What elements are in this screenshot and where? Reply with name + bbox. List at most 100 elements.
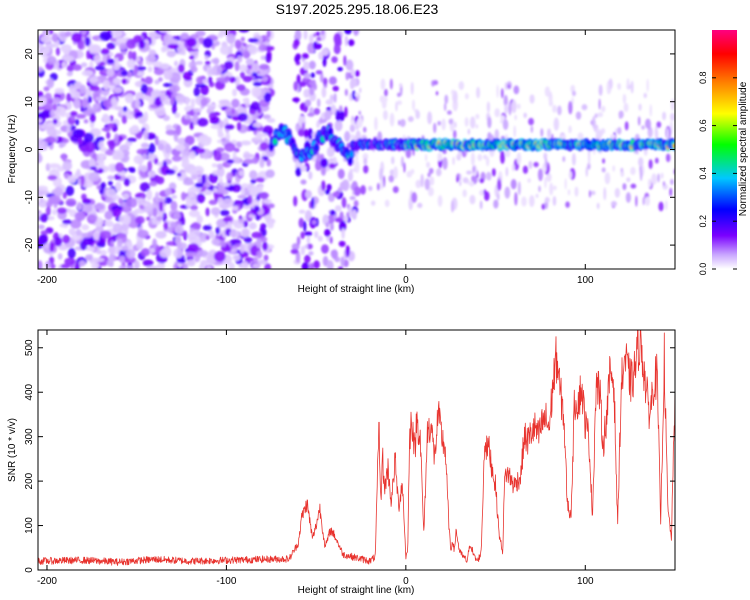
spectrogram-cell [608,78,613,90]
spectrogram-cell [102,79,111,91]
spectrogram-cell [52,118,58,125]
spectrogram-cell [259,132,268,138]
spectrogram-cell [504,104,509,114]
spectrogram-cell [462,189,467,198]
spectrogram-cell [189,121,194,131]
spectrogram-cell [441,118,446,131]
spectrogram-cell [210,207,221,216]
spectrogram-cell [107,180,113,186]
spectrogram-cell [334,120,343,132]
spectrogram-cell [454,121,457,128]
spectrogram-cell [242,75,253,83]
spectrogram-cell [497,193,500,201]
spectrogram-cell [180,216,186,226]
spectrogram-cell [297,128,305,137]
spectrogram-cell [213,250,226,262]
spectrogram-cell [571,153,576,166]
spectrogram-cell [340,256,345,267]
spectrogram-cell [102,99,114,108]
spectrogram-cell [199,237,207,243]
spectrogram-cell [304,231,313,237]
spectrogram-cell [348,157,353,165]
spectrogram-cell [186,110,196,116]
spectrogram-cell [169,95,175,106]
spectrogram-cell [115,162,125,173]
spectrogram-cell [191,222,202,230]
x-tick-label: -100 [216,576,236,587]
spectrogram-cell [598,98,601,110]
spectrogram-cell [48,163,61,169]
spectrogram-cell [130,197,137,203]
spectrogram-cell [444,102,447,112]
spectrogram-cell [656,121,662,128]
spectrogram-cell [147,160,153,172]
spectrogram-cell [429,176,435,186]
spectrogram-cell [396,100,402,105]
spectrogram-cell [374,116,378,131]
spectrogram-cell [510,179,517,190]
spectrogram-cell [596,202,600,209]
spectrogram-cell [574,186,579,197]
spectrogram-cell [303,61,310,71]
spectrogram-cell [59,107,67,118]
spectrogram-cell [46,126,57,137]
spectrogram-cell [204,55,209,61]
spectrogram-cell [494,108,500,118]
spectrogram-cell [326,260,334,269]
spectrogram-cell [262,114,271,120]
spectrogram-cell [252,122,262,128]
spectrogram-cell [166,50,176,58]
spectrogram-cell [183,180,195,186]
spectrogram-cell [462,177,469,184]
spectrogram-cell [399,83,402,88]
spectrogram-cell [171,104,177,115]
spectrogram-cell [642,196,645,206]
spectrogram-cell [54,87,65,94]
spectrogram-cell [368,185,373,191]
spectrogram-cell [381,97,387,109]
spectrogram-cell [107,175,115,180]
spectrogram-cell [94,65,106,71]
spectrogram-cell [521,196,527,207]
spectrogram-cell [197,249,209,257]
spectrogram-cell [162,212,167,223]
spectrogram-cell [177,63,185,73]
spectrogram-cell [527,178,531,183]
spectrogram-cell [389,78,393,90]
spectrogram-cell [321,30,325,36]
spectrogram-cell [206,265,212,269]
spectrogram-cell [301,262,309,269]
spectrogram-cell [334,217,343,223]
spectrogram-cell [331,56,338,64]
spectrogram-cell [121,245,129,252]
spectrogram-cell [321,86,327,98]
spectrogram-cell [228,185,234,192]
spectrogram-cell [136,239,144,250]
spectrogram-cell [505,166,509,177]
spectrogram-cell [314,231,319,239]
spectrogram-cell [654,157,659,164]
spectrogram-cell [124,93,134,104]
spectrogram-cell [428,167,434,175]
spectrogram-cell [315,31,321,36]
spectrogram-cell [637,116,641,126]
spectrogram-cell [594,113,598,119]
spectrogram-cell [246,64,253,70]
spectrogram-cell [228,262,235,269]
spectrogram-cell [45,260,51,269]
spectrogram-cell [638,103,642,111]
spectrogram-cell [626,78,630,90]
spectrogram-cell [646,78,649,92]
spectrogram-cell [231,219,241,226]
spectrogram-cell [370,200,376,206]
spectrogram-cell [483,154,487,160]
spectrogram-cell [623,102,629,113]
spectrogram-cell [195,83,206,88]
spectrogram-cell [51,33,59,43]
spectrogram-cell [643,92,647,99]
spectrogram-cell [187,243,199,252]
spectrogram-cell [78,260,86,267]
spectrogram-cell [262,75,268,83]
spectrogram-cell [253,81,262,87]
spectrogram-cell [476,86,481,99]
